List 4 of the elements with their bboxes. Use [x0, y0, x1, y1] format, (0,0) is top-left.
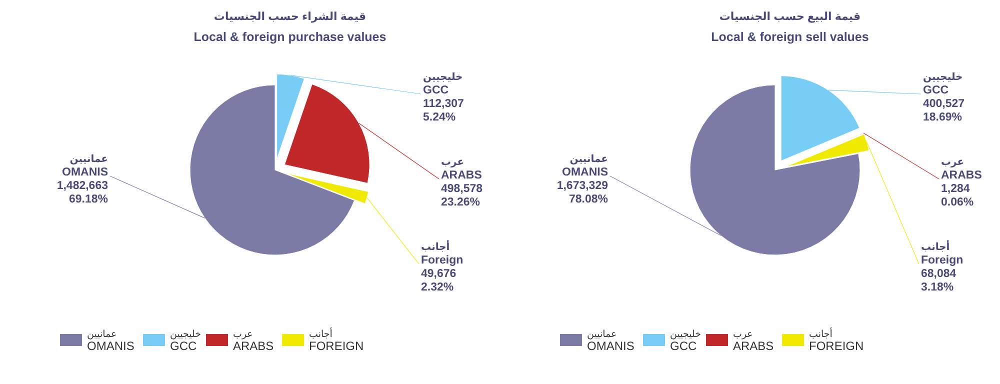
- chart-title: قيمة البيع حسب الجنسيات: [719, 11, 861, 23]
- chart-subtitle: Local & foreign purchase values: [194, 30, 386, 44]
- chart-title: قيمة الشراء حسب الجنسيات: [214, 11, 366, 23]
- chart-subtitle: Local & foreign sell values: [711, 30, 869, 44]
